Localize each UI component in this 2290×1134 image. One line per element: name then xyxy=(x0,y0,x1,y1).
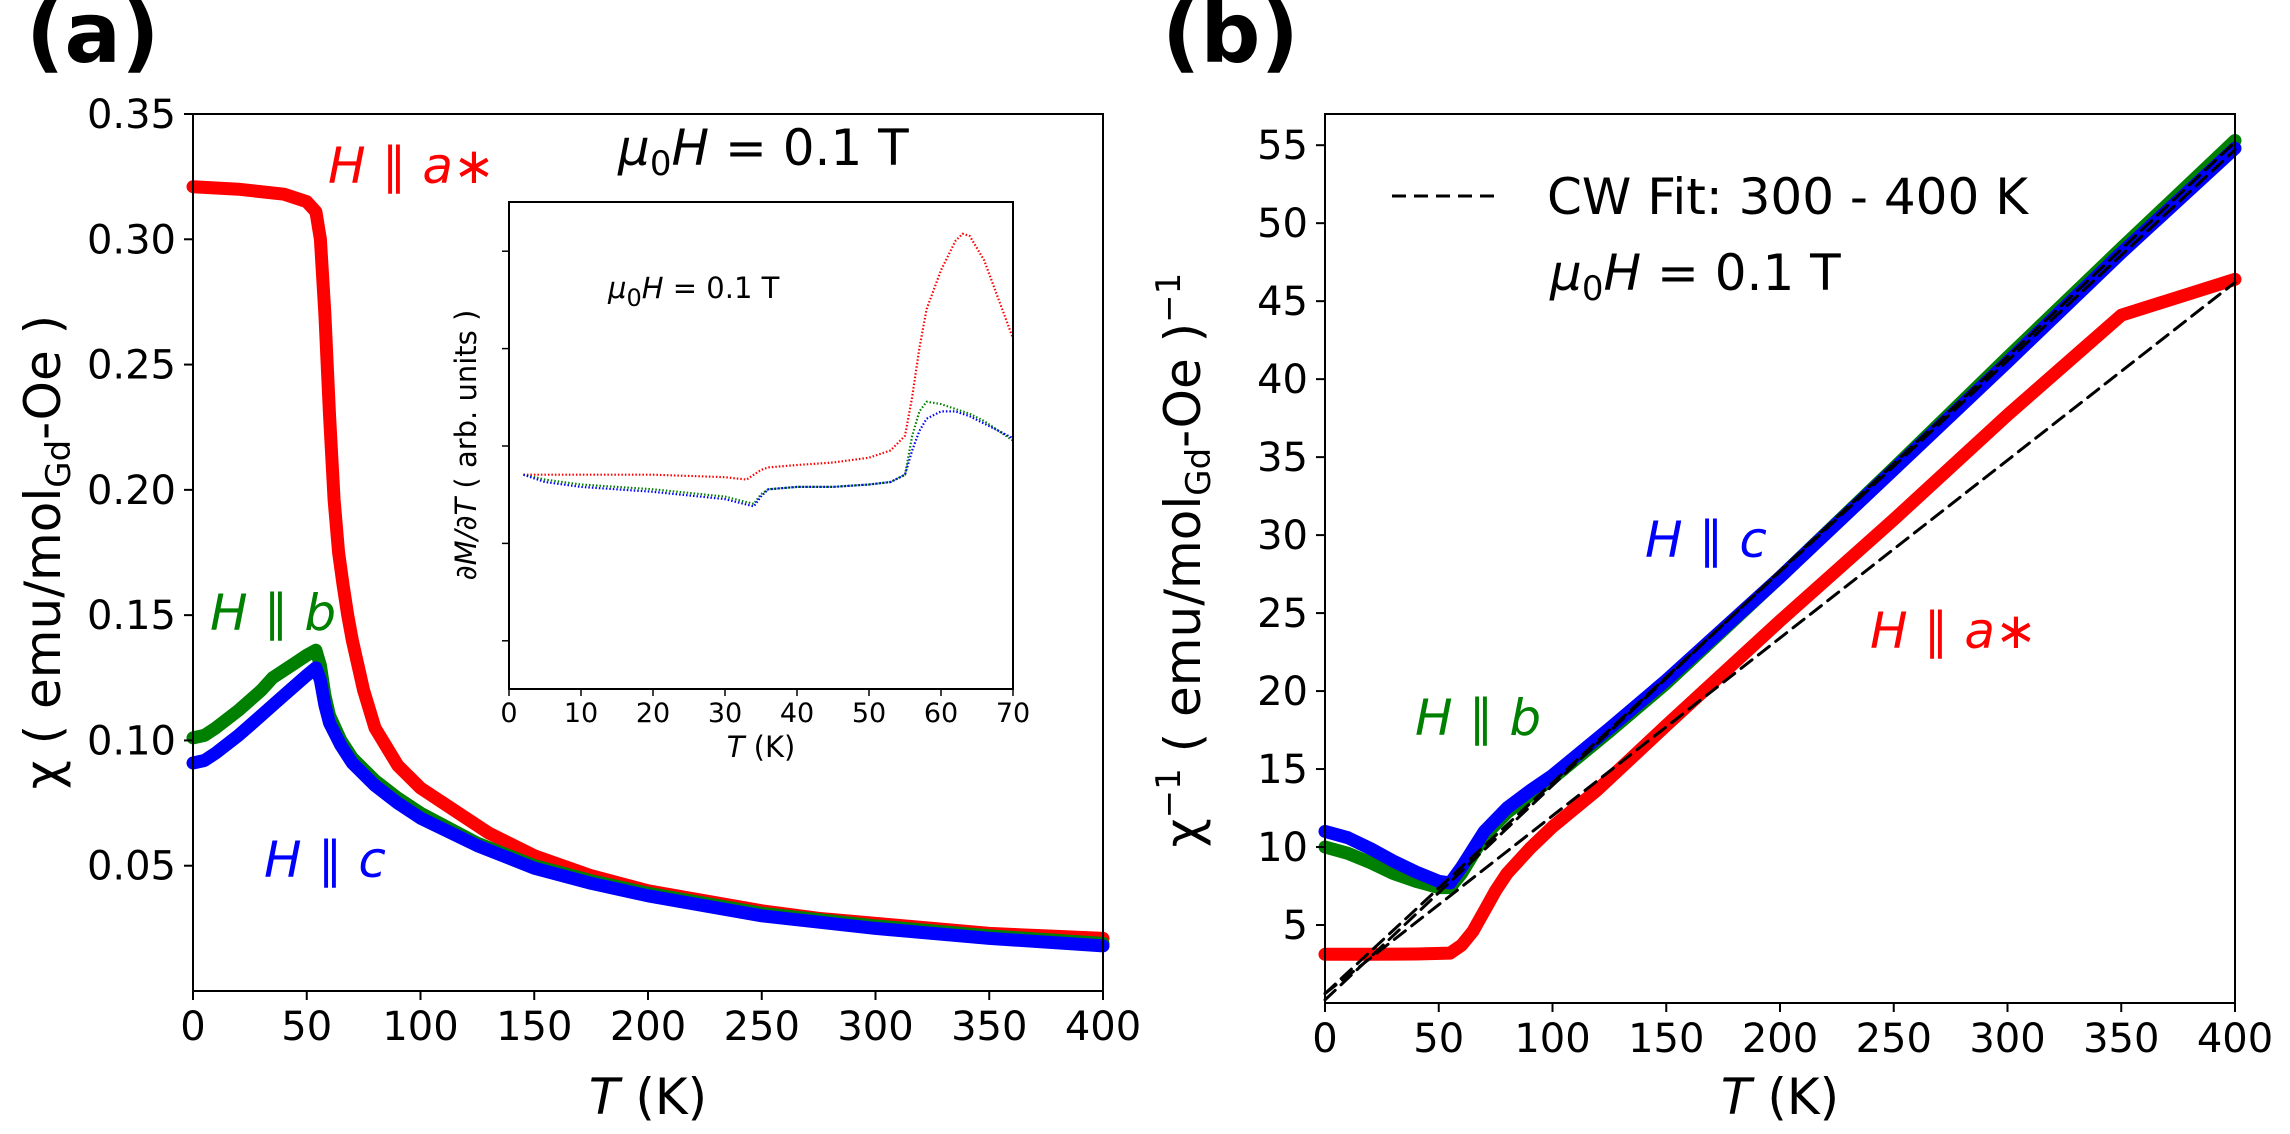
panel-b-ytick-label: 15 xyxy=(1257,747,1308,793)
panel-b-ytick-label: 40 xyxy=(1257,357,1308,403)
panel-b-xtick-label: 0 xyxy=(1312,1016,1337,1062)
panel-a-xtick-label: 400 xyxy=(1065,1004,1141,1050)
legend-cw-fit-label: CW Fit: 300 - 400 K xyxy=(1547,168,2029,226)
panel-b-ytick-label: 25 xyxy=(1257,591,1308,637)
panel-b-label: (b) xyxy=(1162,0,1299,82)
panel-a-ytick-label: 0.35 xyxy=(87,92,176,138)
inset-xlabel: T (K) xyxy=(727,730,796,764)
panel-b-ylabel: χ−1 ( emu/molGd-Oe )−1 xyxy=(1149,273,1219,848)
panel-a-ytick-label: 0.30 xyxy=(87,217,176,263)
inset-xtick-label: 40 xyxy=(780,698,814,729)
panel-a-xtick-label: 250 xyxy=(724,1004,800,1050)
panel-a-xtick-label: 200 xyxy=(610,1004,686,1050)
label-h-b: H ∥ b xyxy=(210,584,336,642)
panel-a-label: (a) xyxy=(26,0,159,82)
inset-xtick-label: 50 xyxy=(852,698,886,729)
panel-b-xtick-label: 250 xyxy=(1856,1016,1932,1062)
panel-b-ytick-label: 35 xyxy=(1257,435,1308,481)
panel-b-field-annotation: μ0H = 0.1 T xyxy=(1549,244,1841,309)
panel-b-ytick-label: 45 xyxy=(1257,279,1308,325)
figure: (a) 0 50 100 150 200 250 300 350 4000.050.100.15… xyxy=(0,0,2290,1134)
panel-a-ytick-label: 0.15 xyxy=(87,593,176,639)
panel-a-xtick-label: 350 xyxy=(951,1004,1027,1050)
panel-b-xtick-label: 350 xyxy=(2083,1016,2159,1062)
panel-b-ytick-label: 30 xyxy=(1257,513,1308,559)
panel-b-xtick-label: 400 xyxy=(2197,1016,2273,1062)
panel-a-xtick-label: 0 xyxy=(180,1004,205,1050)
inset-xtick-label: 70 xyxy=(996,698,1030,729)
label-b-h-c: H ∥ c xyxy=(1645,511,1767,569)
panel-b: (b) 0 50 100 150 200 250 300 350 400 5 10 15 20 25 30 3… xyxy=(1149,0,2273,1126)
inset-xtick-label: 20 xyxy=(636,698,670,729)
panel-a-ytick-label: 0.25 xyxy=(87,343,176,389)
panel-a: (a) 0 50 100 150 200 250 300 350 4000.050.100.15… xyxy=(14,0,1141,1126)
panel-b-ytick-label: 5 xyxy=(1283,903,1308,949)
panel-a-field-annotation: μ0H = 0.1 T xyxy=(617,119,909,184)
label-b-h-a-star: H ∥ a∗ xyxy=(1870,602,2037,660)
inset-dmdt: 0 10 20 30 40 50 60 70 T (K) ∂M/∂T ( arb. units… xyxy=(449,202,1030,764)
panel-b-xlabel: T (K) xyxy=(1721,1068,1839,1126)
label-h-a-star: H ∥ a∗ xyxy=(328,137,495,195)
panel-b-xtick-label: 300 xyxy=(1969,1016,2045,1062)
panel-a-xlabel: T (K) xyxy=(589,1068,707,1126)
panel-b-ytick-label: 20 xyxy=(1257,669,1308,715)
panel-b-xtick-label: 100 xyxy=(1514,1016,1590,1062)
panel-b-series-0-curve xyxy=(1325,279,2235,954)
panel-a-ylabel: χ ( emu/molGd-Oe ) xyxy=(14,315,79,789)
inset-xtick-label: 10 xyxy=(564,698,598,729)
panel-b-series-0-fit-line xyxy=(1325,282,2235,993)
label-b-h-b: H ∥ b xyxy=(1415,689,1541,747)
panel-a-ytick-label: 0.05 xyxy=(87,844,176,890)
panel-a-xtick-label: 300 xyxy=(837,1004,913,1050)
panel-a-ytick-label: 0.20 xyxy=(87,468,176,514)
inset-xtick-label: 60 xyxy=(924,698,958,729)
inset-xtick-label: 30 xyxy=(708,698,742,729)
label-h-c: H ∥ c xyxy=(264,831,386,889)
panel-b-xtick-label: 200 xyxy=(1742,1016,1818,1062)
inset-ylabel: ∂M/∂T ( arb. units ) xyxy=(449,310,483,581)
panel-a-xtick-label: 100 xyxy=(382,1004,458,1050)
panel-a-xtick-label: 150 xyxy=(496,1004,572,1050)
panel-b-xtick-label: 50 xyxy=(1413,1016,1464,1062)
panel-b-xtick-label: 150 xyxy=(1628,1016,1704,1062)
panel-a-ytick-label: 0.10 xyxy=(87,718,176,764)
panel-b-ytick-label: 50 xyxy=(1257,201,1308,247)
panel-b-ytick-label: 55 xyxy=(1257,123,1308,169)
panel-b-ytick-label: 10 xyxy=(1257,825,1308,871)
inset-xtick-label: 0 xyxy=(500,698,517,729)
panel-a-xtick-label: 50 xyxy=(281,1004,332,1050)
